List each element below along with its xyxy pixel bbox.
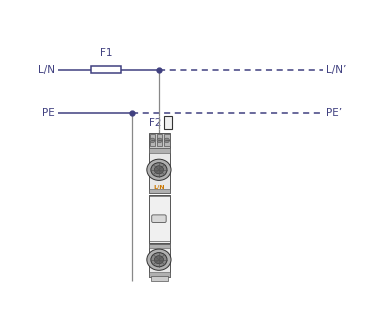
FancyBboxPatch shape (149, 148, 170, 194)
Text: L/N’: L/N’ (326, 65, 347, 75)
FancyBboxPatch shape (149, 189, 170, 194)
Circle shape (147, 159, 171, 180)
FancyBboxPatch shape (149, 195, 170, 243)
FancyBboxPatch shape (164, 134, 170, 146)
Circle shape (150, 138, 155, 143)
Text: PE’: PE’ (326, 108, 342, 118)
Text: PE: PE (42, 108, 55, 118)
FancyBboxPatch shape (149, 244, 170, 249)
Circle shape (154, 256, 164, 264)
Text: L/N: L/N (153, 185, 165, 190)
Text: F1: F1 (100, 48, 113, 57)
FancyBboxPatch shape (149, 133, 170, 148)
Circle shape (151, 253, 167, 267)
Circle shape (151, 163, 167, 177)
Circle shape (164, 138, 170, 143)
Circle shape (154, 166, 164, 174)
FancyBboxPatch shape (150, 134, 155, 146)
FancyBboxPatch shape (149, 272, 170, 277)
FancyBboxPatch shape (151, 276, 168, 280)
Text: F2: F2 (149, 118, 161, 128)
Text: L/N: L/N (38, 65, 55, 75)
FancyBboxPatch shape (91, 66, 122, 73)
Circle shape (157, 138, 162, 143)
FancyBboxPatch shape (157, 134, 163, 146)
FancyBboxPatch shape (149, 244, 170, 277)
FancyBboxPatch shape (149, 148, 170, 153)
Circle shape (147, 249, 171, 270)
FancyBboxPatch shape (164, 116, 171, 129)
FancyBboxPatch shape (152, 215, 166, 222)
